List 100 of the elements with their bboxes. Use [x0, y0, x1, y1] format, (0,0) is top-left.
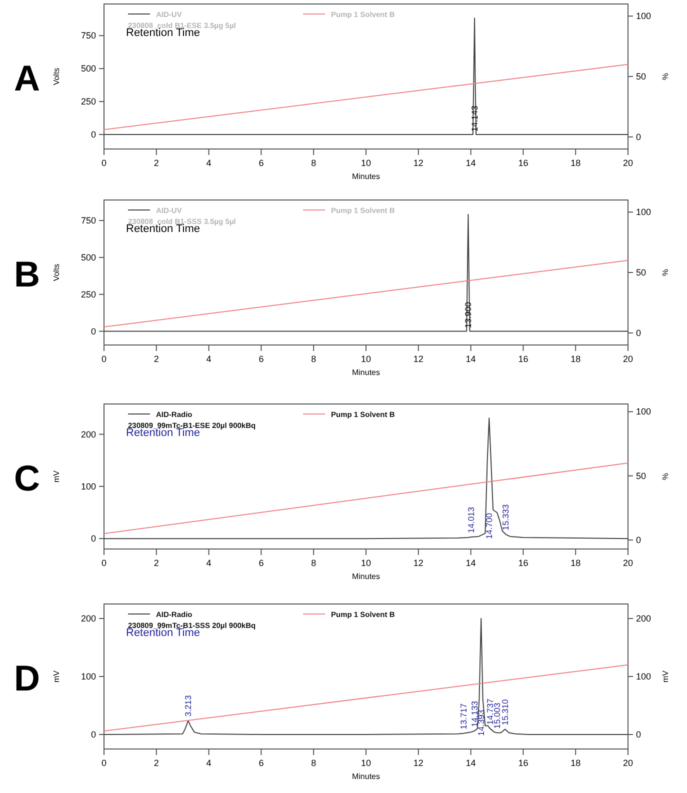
x-tick-label: 4	[206, 758, 212, 768]
annotation: 13.717	[458, 703, 468, 730]
annotation: 14.143	[470, 105, 480, 132]
annotation: 3.213	[183, 695, 194, 717]
annotation: 15.310	[500, 699, 510, 726]
y-tick-label: 200	[80, 429, 96, 440]
x-tick-label: 18	[570, 354, 581, 364]
x-tick-label: 16	[518, 558, 528, 568]
x-tick-label: 16	[518, 354, 528, 364]
x-tick-label: 6	[258, 354, 264, 364]
y2-axis-title: %	[661, 268, 670, 276]
x-tick-label: 18	[570, 758, 581, 768]
y-tick-label: 0	[90, 130, 96, 140]
x-tick-label: 6	[258, 558, 264, 568]
text: C	[14, 458, 40, 498]
y-tick-label: 250	[80, 289, 96, 300]
y-tick-label: 200	[80, 614, 96, 624]
y-tick-label: 250	[80, 96, 96, 107]
y-tick-label: 100	[80, 672, 96, 682]
x-tick-label: 0	[101, 558, 107, 568]
x-tick-label: 4	[206, 158, 212, 168]
y-tick-label: 500	[80, 252, 96, 262]
x-tick-label: 10	[360, 558, 372, 568]
y-tick-label: 750	[80, 30, 96, 41]
y2-tick-label: 100	[636, 207, 652, 218]
y2-tick-label: 50	[636, 72, 646, 82]
x-tick-label: 8	[311, 558, 316, 568]
x-tick-label: 0	[101, 354, 107, 364]
y-tick-label: 0	[90, 326, 96, 336]
y-axis-title: mV	[52, 670, 61, 682]
annotation: Retention Time	[126, 223, 200, 235]
x-tick-label: 2	[154, 158, 159, 168]
x-tick-label: 20	[622, 354, 634, 364]
y2-tick-label: 100	[636, 672, 652, 682]
y2-tick-label: 0	[636, 132, 642, 142]
x-axis-title: Minutes	[352, 172, 380, 181]
y-tick-label: 750	[80, 216, 96, 226]
line-series	[104, 618, 628, 735]
x-tick-label: 6	[258, 758, 264, 768]
x-tick-label: 16	[518, 758, 528, 768]
y-tick-label: 500	[80, 64, 96, 74]
x-tick-label: 14	[466, 158, 476, 168]
x-tick-label: 18	[570, 158, 581, 168]
x-tick-label: 0	[101, 758, 107, 768]
y2-tick-label: 0	[636, 535, 642, 546]
x-tick-label: 0	[101, 158, 107, 168]
annotation: 14.013	[466, 506, 476, 534]
x-axis-title: Minutes	[352, 572, 380, 581]
x-tick-label: 10	[360, 158, 372, 168]
annotation: Retention Time	[126, 27, 200, 39]
y2-tick-label: 50	[636, 470, 646, 481]
x-tick-label: 2	[154, 354, 159, 364]
y-axis-title: mV	[52, 470, 61, 482]
y2-tick-label: 100	[636, 11, 652, 22]
x-tick-label: 14	[466, 354, 476, 364]
text: D	[14, 658, 40, 698]
x-tick-label: 8	[311, 354, 316, 364]
y-tick-label: 0	[90, 534, 96, 544]
x-tick-label: 12	[413, 758, 424, 768]
text: A	[14, 58, 40, 98]
x-tick-label: 16	[518, 158, 528, 168]
x-tick-label: 20	[622, 158, 634, 168]
x-tick-label: 2	[154, 758, 159, 768]
x-tick-label: 8	[311, 158, 316, 168]
y-tick-label: 100	[80, 481, 96, 492]
annotation: 15.333	[500, 504, 511, 530]
y2-tick-label: 50	[636, 268, 646, 278]
x-tick-label: 4	[206, 354, 212, 364]
x-tick-label: 4	[206, 558, 212, 568]
x-tick-label: 20	[622, 558, 634, 568]
y2-axis-title: %	[661, 472, 670, 480]
x-tick-label: 12	[413, 354, 424, 364]
annotation: 14.700	[484, 512, 494, 540]
annotation: Retention Time	[126, 627, 200, 639]
annotation: Retention Time	[126, 427, 200, 439]
text: B	[14, 254, 40, 294]
y-axis-title: Volts	[52, 264, 61, 282]
x-tick-label: 14	[466, 758, 476, 768]
y2-tick-label: 0	[636, 328, 642, 338]
y2-tick-label: 100	[636, 406, 652, 417]
x-axis-title: Minutes	[352, 772, 380, 781]
x-tick-label: 18	[570, 558, 581, 568]
x-tick-label: 8	[311, 758, 316, 768]
x-tick-label: 10	[360, 354, 372, 364]
y2-tick-label: 0	[636, 730, 642, 740]
x-tick-label: 20	[622, 758, 634, 768]
y2-axis-title: %	[661, 72, 670, 80]
y-tick-label: 0	[90, 730, 96, 740]
x-tick-label: 10	[360, 758, 372, 768]
y2-axis-title: mV	[661, 670, 670, 682]
x-tick-label: 12	[413, 558, 424, 568]
y2-tick-label: 200	[636, 614, 652, 624]
annotation: 13.900	[463, 302, 474, 328]
x-tick-label: 14	[466, 558, 476, 568]
x-tick-label: 2	[154, 558, 159, 568]
x-tick-label: 6	[258, 158, 264, 168]
line-series	[104, 418, 628, 540]
x-axis-title: Minutes	[352, 368, 380, 377]
y-axis-title: Volts	[52, 68, 61, 86]
x-tick-label: 12	[413, 158, 424, 168]
